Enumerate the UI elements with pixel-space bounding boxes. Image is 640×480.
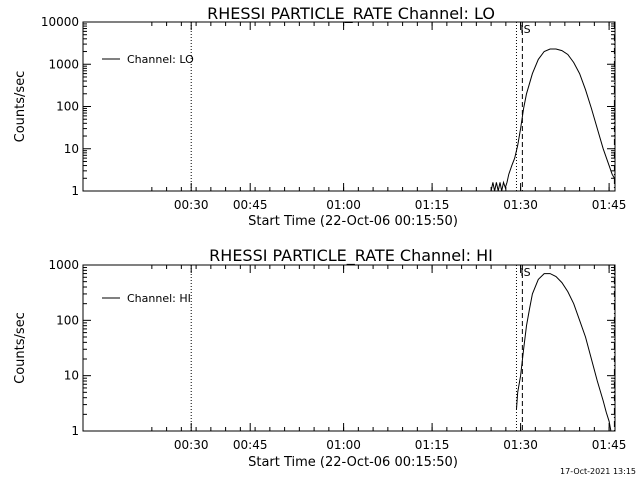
y-tick-label: 1000 <box>48 258 79 272</box>
x-tick-label: 01:45 <box>592 438 627 452</box>
chart-panel-2: RHESSI PARTICLE_RATE Channel: HI 1 10 100 10… <box>13 246 626 470</box>
x-tick-label: 01:00 <box>326 198 361 212</box>
x-axis-label: Start Time (22-Oct-06 00:15:50) <box>248 214 458 229</box>
legend-label: Channel: HI <box>127 292 191 305</box>
x-tick-label: 01:30 <box>503 438 538 452</box>
y-axis-label: Counts/sec <box>13 71 28 143</box>
chart-title: RHESSI PARTICLE_RATE Channel: LO <box>207 4 495 24</box>
marker-label: IS <box>520 266 530 279</box>
y-axis-label: Counts/sec <box>13 312 28 384</box>
x-tick-label: 00:30 <box>174 438 209 452</box>
y-tick-label: 100 <box>56 313 79 327</box>
y-tick-label: 1 <box>71 424 79 438</box>
x-tick-label: 00:45 <box>233 198 268 212</box>
legend-label: Channel: LO <box>127 53 194 66</box>
series-line-1 <box>516 273 612 432</box>
x-tick-label: 01:15 <box>415 198 450 212</box>
y-tick-label: 1 <box>71 184 79 198</box>
series-line-1 <box>490 48 615 192</box>
x-tick-label: 00:45 <box>233 438 268 452</box>
y-tick-label: 10000 <box>41 15 79 29</box>
x-tick-label: 01:00 <box>326 438 361 452</box>
y-tick-label: 10 <box>64 142 79 156</box>
chart-panel-1: RHESSI PARTICLE_RATE Channel: LO 1 10 100 10… <box>13 4 626 229</box>
y-tick-label: 10 <box>64 369 79 383</box>
print-timestamp: 17-Oct-2021 13:15 <box>560 467 636 476</box>
x-tick-label: 01:45 <box>592 198 627 212</box>
plot-frame <box>82 264 616 432</box>
plot-frame <box>82 21 616 192</box>
marker-label: IS <box>520 23 530 36</box>
x-axis-label: Start Time (22-Oct-06 00:15:50) <box>248 455 458 470</box>
x-tick-label: 00:30 <box>174 198 209 212</box>
x-tick-label: 01:30 <box>503 198 538 212</box>
x-tick-label: 01:15 <box>415 438 450 452</box>
y-tick-label: 100 <box>56 100 79 114</box>
y-tick-label: 1000 <box>48 57 79 71</box>
chart-title: RHESSI PARTICLE_RATE Channel: HI <box>209 246 493 266</box>
